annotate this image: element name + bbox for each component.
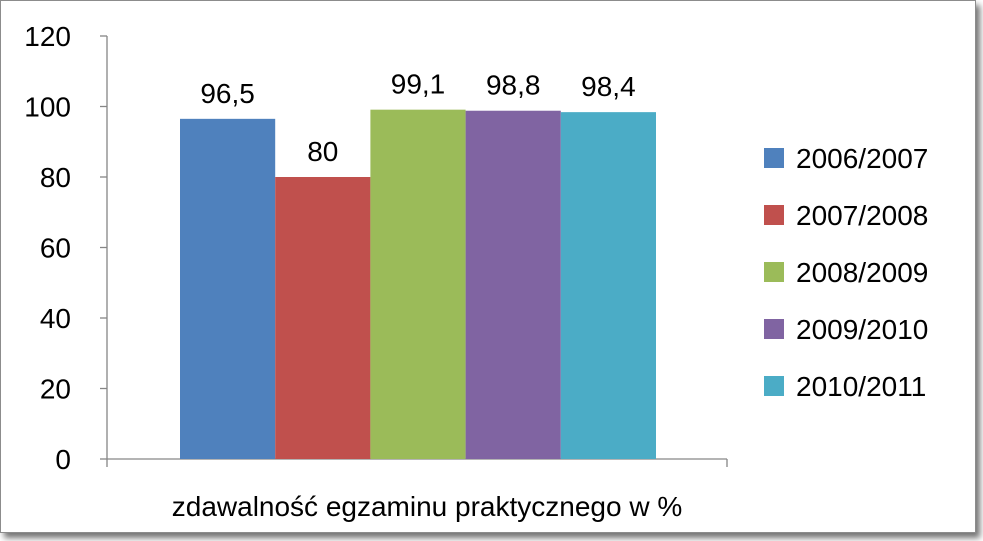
bar-2008-2009 [370, 109, 466, 460]
y-tick-label: 40 [40, 303, 71, 334]
legend-swatch [764, 262, 784, 282]
y-tick-label: 80 [40, 162, 71, 193]
legend-label: 2008/2009 [796, 257, 928, 288]
y-tick-label: 100 [24, 92, 71, 123]
bar-2010-2011 [560, 112, 656, 459]
data-label: 96,5 [200, 78, 255, 109]
data-label: 99,1 [391, 69, 446, 100]
legend-swatch [764, 148, 784, 168]
category-label: zdawalność egzaminu praktycznego w % [172, 491, 682, 522]
bar-2007-2008 [275, 177, 371, 459]
legend-label: 2006/2007 [796, 143, 928, 174]
y-tick-label: 20 [40, 374, 71, 405]
data-labels: 96,5 80 99,1 98,8 98,4 [200, 69, 635, 167]
legend: 2006/2007 2007/2008 2008/2009 2009/2010 2010… [764, 143, 928, 402]
y-axis: 0 20 40 60 80 100 120 [24, 21, 108, 475]
bar-2009-2010 [465, 110, 561, 459]
data-label: 98,8 [486, 70, 541, 101]
legend-label: 2009/2010 [796, 314, 928, 345]
x-axis: zdawalność egzaminu praktycznego w % [106, 458, 728, 522]
data-label: 80 [307, 136, 338, 167]
bar-2006-2007 [180, 118, 276, 460]
legend-swatch [764, 376, 784, 396]
y-tick-label: 60 [40, 233, 71, 264]
bars [180, 109, 656, 460]
legend-swatch [764, 319, 784, 339]
legend-label: 2007/2008 [796, 200, 928, 231]
y-tick-label: 0 [55, 444, 71, 475]
y-tick-label: 120 [24, 21, 71, 52]
data-label: 98,4 [581, 71, 636, 102]
legend-label: 2010/2011 [796, 371, 926, 402]
chart-frame: 0 20 40 60 80 100 120 zdawalność egzaminu prak… [0, 0, 976, 533]
legend-swatch [764, 205, 784, 225]
